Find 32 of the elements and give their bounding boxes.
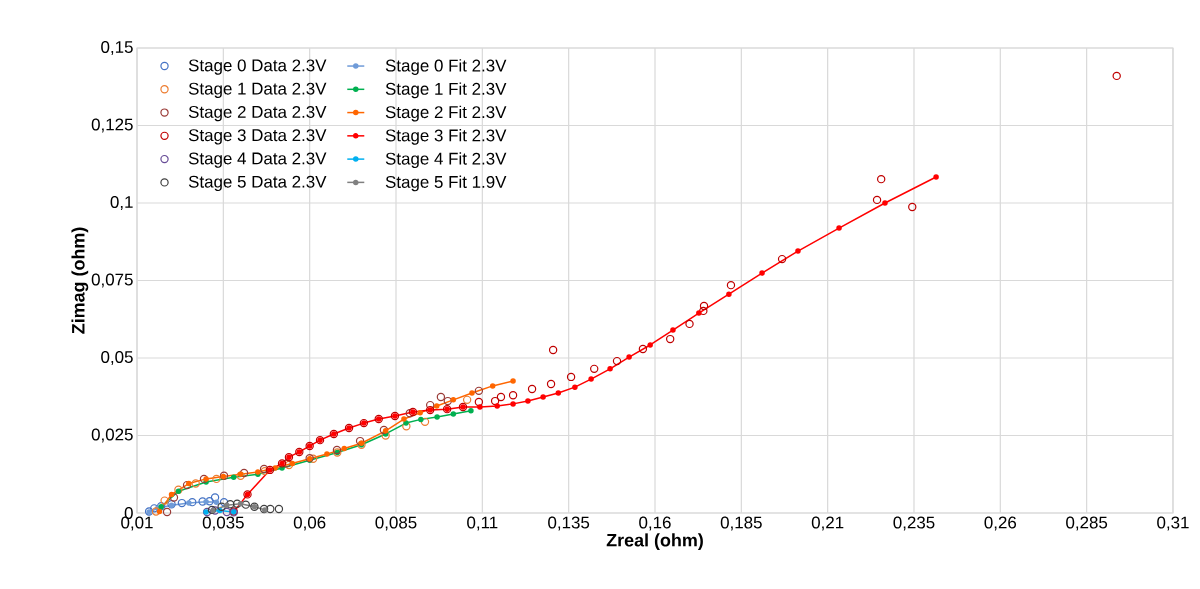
x-axis-title: Zreal (ohm) <box>606 533 703 551</box>
x-tick-label: 0,035 <box>202 516 244 531</box>
legend-label: Stage 5 Fit 1.9V <box>385 175 507 192</box>
legend-label: Stage 5 Data 2.3V <box>188 175 327 192</box>
y-tick-label: 0,1 <box>110 196 133 210</box>
legend-label: Stage 0 Fit 2.3V <box>385 59 507 75</box>
x-tick-label: 0,085 <box>375 516 417 531</box>
legend-label: Stage 4 Data 2.3V <box>188 152 327 168</box>
legend-label: Stage 1 Data 2.3V <box>188 82 327 98</box>
legend-label: Stage 1 Fit 2.3V <box>385 82 507 99</box>
y-axis-title: Zimag (ohm) <box>71 227 89 334</box>
y-tick-label: 0,05 <box>101 351 133 365</box>
legend-label: Stage 3 Fit 2.3V <box>385 128 507 145</box>
x-tick-label: 0,06 <box>293 516 326 531</box>
legend-label: Stage 2 Data 2.3V <box>188 105 327 122</box>
x-tick-label: 0,31 <box>1157 516 1189 531</box>
legend-label: Stage 3 Data 2.3V <box>188 129 327 145</box>
x-tick-label: 0,235 <box>893 516 935 531</box>
x-tick-label: 0,16 <box>639 516 671 531</box>
y-tick-label: 0,075 <box>91 273 133 288</box>
legend-label: Stage 2 Fit 2.3V <box>385 105 507 122</box>
legend-label: Stage 4 Fit 2.3V <box>385 152 507 169</box>
x-tick-label: 0,185 <box>720 516 762 531</box>
x-tick-label: 0,11 <box>467 516 498 531</box>
y-tick-label: 0,025 <box>91 428 133 443</box>
x-tick-label: 0,135 <box>548 516 590 531</box>
x-tick-label: 0,26 <box>984 516 1017 531</box>
x-tick-label: 0,21 <box>811 516 844 531</box>
y-tick-label: 0,125 <box>91 118 133 133</box>
legend-label: Stage 0 Data 2.3V <box>188 59 327 75</box>
y-tick-label: 0,15 <box>101 41 133 55</box>
x-tick-label: 0,285 <box>1066 516 1108 531</box>
